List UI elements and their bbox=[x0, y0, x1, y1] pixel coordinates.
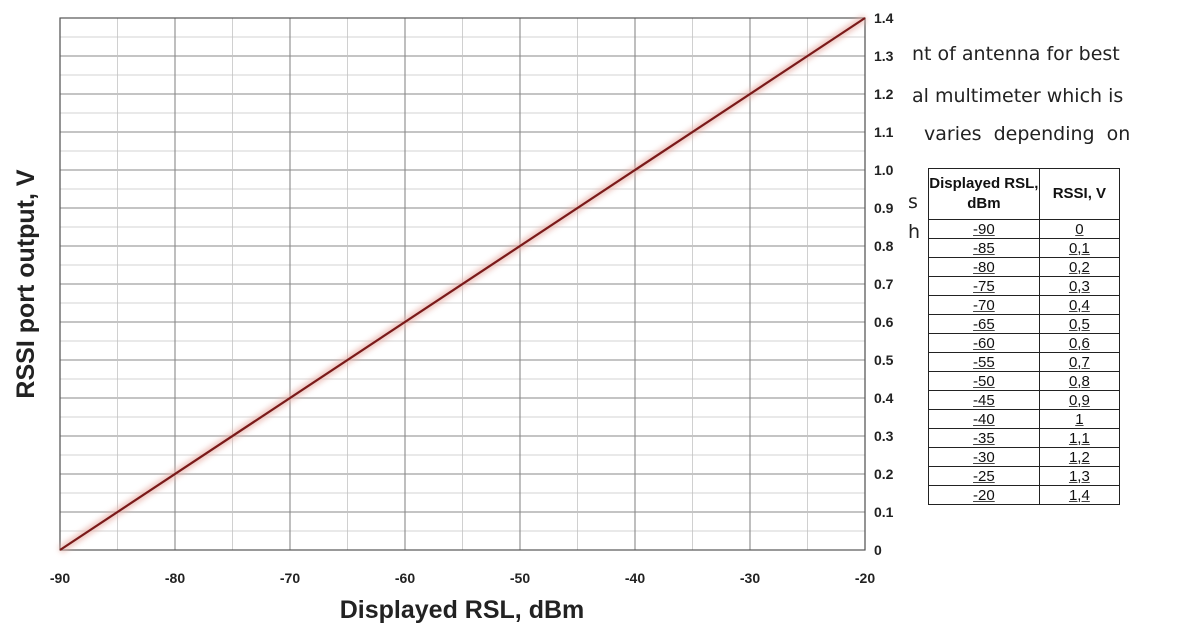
y-axis-title: RSSI port output, V bbox=[12, 169, 40, 398]
y-tick-label: 0.9 bbox=[874, 200, 894, 216]
y-tick-label: 0.8 bbox=[874, 238, 894, 254]
background-text-line-2: al multimeter which is bbox=[912, 85, 1124, 107]
table-row: -70 0,4 bbox=[928, 295, 1121, 315]
cell-rsl-dbm: -35 bbox=[928, 428, 1040, 448]
column-header-rsl: Displayed RSL, dBm bbox=[928, 168, 1040, 220]
table-row: -35 1,1 bbox=[928, 428, 1121, 448]
cell-rsl-dbm: -75 bbox=[928, 276, 1040, 296]
x-tick-label: -80 bbox=[165, 570, 185, 586]
cell-rssi-v: 1,1 bbox=[1038, 428, 1121, 448]
table-row: -20 1,4 bbox=[928, 485, 1121, 505]
cell-rsl-dbm: -45 bbox=[928, 390, 1040, 410]
x-tick-labels: -90 -80 -70 -60 -50 -40 -30 -20 bbox=[50, 570, 875, 586]
cell-rssi-v: 0,5 bbox=[1038, 314, 1121, 334]
y-tick-label: 0 bbox=[874, 542, 882, 558]
y-tick-label: 0.6 bbox=[874, 314, 894, 330]
x-tick-label: -40 bbox=[625, 570, 645, 586]
x-tick-label: -30 bbox=[740, 570, 760, 586]
y-tick-label: 1.0 bbox=[874, 162, 894, 178]
series-layer bbox=[58, 15, 867, 553]
cell-rssi-v: 0,9 bbox=[1038, 390, 1121, 410]
background-text-line-1: nt of antenna for best bbox=[912, 43, 1120, 65]
x-tick-label: -90 bbox=[50, 570, 70, 586]
cell-rsl-dbm: -30 bbox=[928, 447, 1040, 467]
cell-rsl-dbm: -60 bbox=[928, 333, 1040, 353]
background-text-line-4: s bbox=[908, 191, 918, 213]
table-header-row: Displayed RSL, dBm RSSI, V bbox=[928, 168, 1121, 220]
table-row: -55 0,7 bbox=[928, 352, 1121, 372]
table-row: -60 0,6 bbox=[928, 333, 1121, 353]
x-tick-label: -70 bbox=[280, 570, 300, 586]
y-tick-labels: 0 0.1 0.2 0.3 0.4 0.5 0.6 0.7 0.8 0.9 1.0 1.1 1.2 1.3… bbox=[874, 10, 894, 558]
cell-rssi-v: 0,3 bbox=[1038, 276, 1121, 296]
cell-rsl-dbm: -20 bbox=[928, 485, 1040, 505]
y-tick-label: 1.3 bbox=[874, 48, 894, 64]
table-row: -25 1,3 bbox=[928, 466, 1121, 486]
x-axis-title: Displayed RSL, dBm bbox=[340, 596, 585, 624]
cell-rsl-dbm: -50 bbox=[928, 371, 1040, 391]
x-tick-label: -20 bbox=[855, 570, 875, 586]
table-row: -50 0,8 bbox=[928, 371, 1121, 391]
cell-rssi-v: 0,6 bbox=[1038, 333, 1121, 353]
cell-rssi-v: 0 bbox=[1038, 219, 1121, 239]
y-tick-label: 1.4 bbox=[874, 10, 894, 26]
cell-rssi-v: 0,7 bbox=[1038, 352, 1121, 372]
series-line-0 bbox=[59, 17, 866, 551]
rssi-table: Displayed RSL, dBm RSSI, V -90 0 -85 0,1 -80… bbox=[928, 168, 1121, 505]
rssi-chart: -90 -80 -70 -60 -50 -40 -30 -20 0 0.1 0.2 0.3 0.4 0.… bbox=[12, 10, 894, 624]
cell-rsl-dbm: -70 bbox=[928, 295, 1040, 315]
cell-rssi-v: 1,4 bbox=[1038, 485, 1121, 505]
y-tick-label: 0.3 bbox=[874, 428, 894, 444]
cell-rssi-v: 1,3 bbox=[1038, 466, 1121, 486]
x-tick-label: -60 bbox=[395, 570, 415, 586]
y-tick-label: 1.1 bbox=[874, 124, 894, 140]
cell-rsl-dbm: -90 bbox=[928, 219, 1040, 239]
y-tick-label: 1.2 bbox=[874, 86, 894, 102]
y-tick-label: 0.2 bbox=[874, 466, 894, 482]
table-row: -85 0,1 bbox=[928, 238, 1121, 258]
y-tick-label: 0.7 bbox=[874, 276, 894, 292]
background-text-line-3: varies depending on bbox=[924, 123, 1131, 145]
cell-rssi-v: 0,1 bbox=[1038, 238, 1121, 258]
cell-rsl-dbm: -65 bbox=[928, 314, 1040, 334]
table-row: -75 0,3 bbox=[928, 276, 1121, 296]
cell-rsl-dbm: -25 bbox=[928, 466, 1040, 486]
cell-rsl-dbm: -80 bbox=[928, 257, 1040, 277]
background-text-line-5: h bbox=[908, 221, 921, 243]
cell-rssi-v: 1,2 bbox=[1038, 447, 1121, 467]
cell-rsl-dbm: -55 bbox=[928, 352, 1040, 372]
table-row: -40 1 bbox=[928, 409, 1121, 429]
y-tick-label: 0.1 bbox=[874, 504, 894, 520]
table-row: -65 0,5 bbox=[928, 314, 1121, 334]
table-row: -90 0 bbox=[928, 219, 1121, 239]
cell-rssi-v: 0,8 bbox=[1038, 371, 1121, 391]
cell-rssi-v: 0,2 bbox=[1038, 257, 1121, 277]
cell-rsl-dbm: -40 bbox=[928, 409, 1040, 429]
x-tick-label: -50 bbox=[510, 570, 530, 586]
table-row: -30 1,2 bbox=[928, 447, 1121, 467]
column-header-rssi: RSSI, V bbox=[1038, 168, 1121, 220]
cell-rssi-v: 1 bbox=[1038, 409, 1121, 429]
table-row: -45 0,9 bbox=[928, 390, 1121, 410]
plot-frame bbox=[59, 17, 866, 551]
table-row: -80 0,2 bbox=[928, 257, 1121, 277]
y-tick-label: 0.4 bbox=[874, 390, 894, 406]
y-tick-label: 0.5 bbox=[874, 352, 894, 368]
cell-rsl-dbm: -85 bbox=[928, 238, 1040, 258]
cell-rssi-v: 0,4 bbox=[1038, 295, 1121, 315]
